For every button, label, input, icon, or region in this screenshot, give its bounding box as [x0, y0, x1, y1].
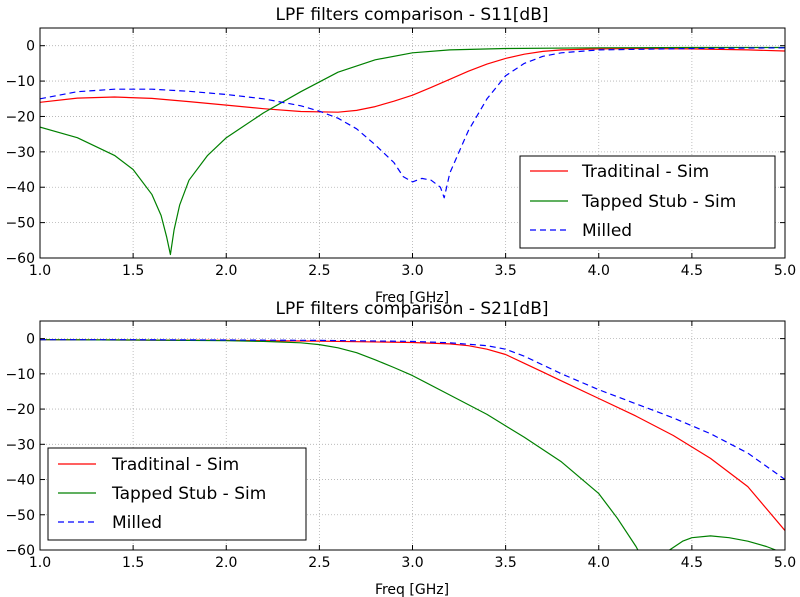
chart-s11-ytick-label: −40	[5, 180, 35, 196]
chart-s11-title: LPF filters comparison - S11[dB]	[275, 5, 548, 25]
chart-s21-legend-label-milled: Milled	[112, 513, 162, 533]
chart-s11-ytick-label: −10	[5, 74, 35, 90]
chart-s11-ytick-label: −20	[5, 109, 35, 125]
chart-s21-ytick-label: −60	[5, 543, 35, 559]
chart-s21-ytick-label: −40	[5, 473, 35, 489]
chart-s11-xtick-label: 4.0	[588, 263, 610, 279]
chart-s11-legend: Traditinal - Sim Tapped Stub - Sim Mille…	[519, 155, 776, 249]
chart-s11-legend-label-milled: Milled	[582, 221, 632, 241]
chart-s21-series-traditinal-sim-0	[40, 339, 785, 531]
chart-s21-legend-label-traditional: Traditinal - Sim	[111, 455, 239, 475]
chart-s11-xtick-label: 5.0	[774, 263, 796, 279]
chart-s11-ytick-label: −60	[5, 251, 35, 267]
chart-s11-legend-label-traditional: Traditinal - Sim	[581, 162, 709, 182]
chart-s21-series	[40, 339, 785, 550]
chart-s21-ytick-label: 0	[26, 332, 35, 348]
chart-s11-ytick-label: 0	[26, 39, 35, 55]
chart-s11-xtick-label: 3.5	[494, 263, 516, 279]
chart-s11-xtick-label: 2.0	[215, 263, 237, 279]
chart-s11: LPF filters comparison - S11[dB] 1.0 1.5 2…	[5, 5, 796, 306]
chart-s11-ticks: 1.0 1.5 2.0 2.5 3.0 3.5 4.0 4.5 5.0 0 −10 −20 −30 −40…	[5, 28, 796, 279]
chart-s21-title: LPF filters comparison - S21[dB]	[275, 299, 548, 319]
chart-s21-series-milled-3	[40, 339, 785, 480]
chart-s21-xlabel: Freq [GHz]	[375, 582, 449, 597]
chart-s11-xtick-label: 3.0	[401, 263, 423, 279]
chart-s11-xtick-label: 2.5	[308, 263, 330, 279]
chart-s21-xtick-label: 2.0	[215, 555, 237, 571]
chart-s11-xtick-label: 4.5	[681, 263, 703, 279]
chart-s11-ytick-label: −30	[5, 145, 35, 161]
chart-s11-series	[40, 46, 785, 256]
chart-s21-legend-label-tapped-stub: Tapped Stub - Sim	[111, 484, 266, 504]
chart-s11-xlabel: Freq [GHz]	[375, 290, 449, 306]
chart-s21: LPF filters comparison - S21[dB] 1.0 1.5 2…	[5, 299, 796, 597]
chart-s21-legend: Traditinal - Sim Tapped Stub - Sim Mille…	[47, 447, 307, 541]
chart-s21-xtick-label: 1.0	[29, 555, 51, 571]
chart-s21-ytick-label: −30	[5, 437, 35, 453]
chart-s11-ytick-label: −50	[5, 216, 35, 232]
chart-s11-series-traditinal-sim-0	[40, 47, 785, 113]
chart-s11-series-milled-2	[40, 47, 785, 199]
chart-s21-xtick-label: 2.5	[308, 555, 330, 571]
chart-s11-xtick-label: 1.5	[122, 263, 144, 279]
chart-s11-series-tapped-stub-sim-1	[40, 46, 785, 256]
chart-s21-xtick-label: 3.5	[494, 555, 516, 571]
chart-s21-xtick-label: 4.5	[681, 555, 703, 571]
chart-s21-series-tapped-stub-sim-2	[669, 535, 776, 550]
chart-s11-legend-label-tapped-stub: Tapped Stub - Sim	[581, 192, 736, 212]
chart-s11-xtick-label: 1.0	[29, 263, 51, 279]
chart-s21-ytick-label: −10	[5, 367, 35, 383]
chart-s21-xtick-label: 5.0	[774, 555, 796, 571]
chart-s21-legend-box	[47, 447, 307, 541]
chart-s21-ticks: 1.0 1.5 2.0 2.5 3.0 3.5 4.0 4.5 5.0 0 −10 −20 −30 −40…	[5, 321, 796, 571]
chart-s21-ytick-label: −50	[5, 508, 35, 524]
chart-s21-xtick-label: 1.5	[122, 555, 144, 571]
chart-s21-ytick-label: −20	[5, 402, 35, 418]
chart-s21-series-tapped-stub-sim-1	[40, 339, 639, 550]
chart-s21-xtick-label: 4.0	[588, 555, 610, 571]
chart-s21-xtick-label: 3.0	[401, 555, 423, 571]
